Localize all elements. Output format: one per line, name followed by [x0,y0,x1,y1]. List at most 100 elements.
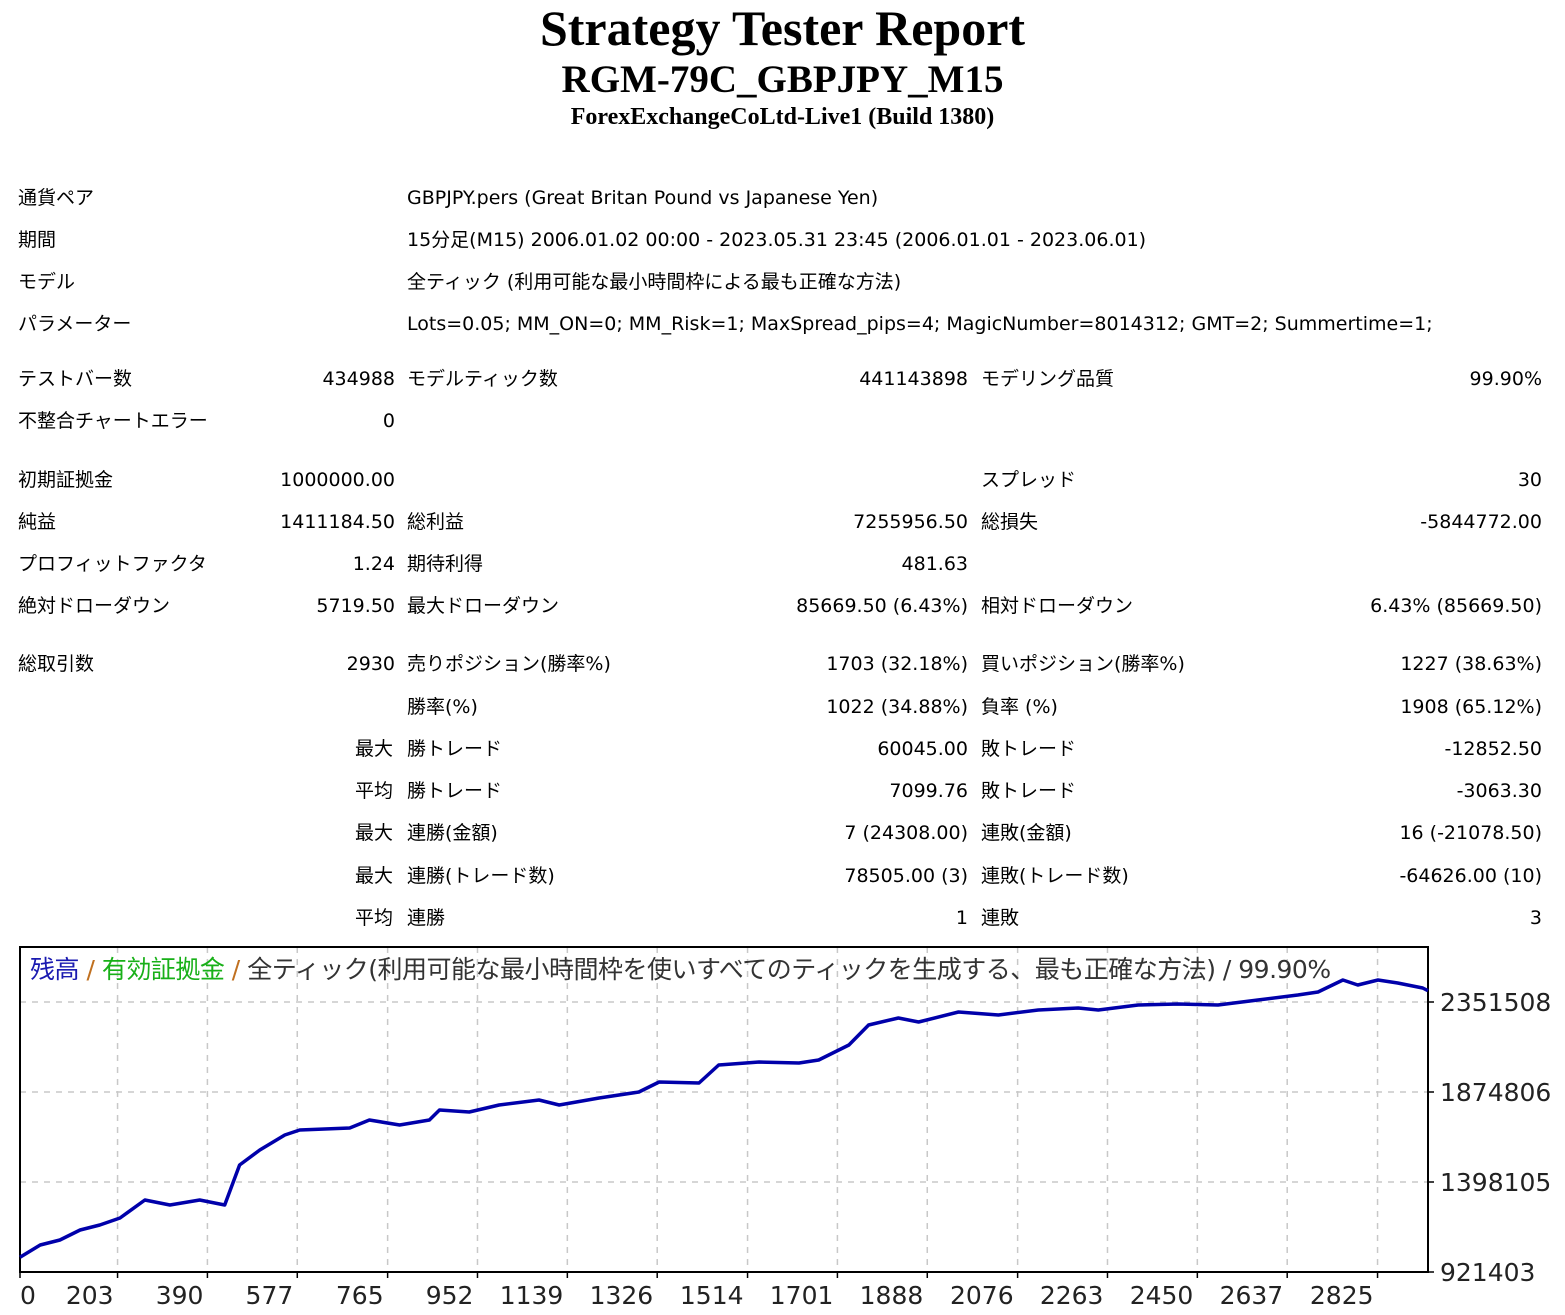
gross-loss-label: 総損失 [981,511,1039,533]
max-cons-profit-value: 78505.00 (3) [844,865,968,887]
info-row-symbol: 通貨ペア GBPJPY.pers (Great Britan Pound vs … [0,183,1565,213]
stats-row-pf: プロフィットファクタ 1.24 期待利得 481.63 [0,549,1565,579]
avg-cons-losses-label: 連敗 [981,907,1020,929]
pf-value: 1.24 [352,553,395,575]
stats-row-avg-consecutive: 平均 連勝 1 連敗 3 [0,903,1565,933]
legend-separator: / [224,955,248,984]
short-value: 1703 (32.18%) [826,653,968,675]
abs-dd-value: 5719.50 [316,595,395,617]
avg-loss-label: 敗トレード [981,780,1077,802]
max-cons-loss-label: 連敗(トレード数) [981,865,1129,887]
report-title: Strategy Tester Report [539,0,1026,56]
x-tick-label: 765 [336,1281,384,1310]
info-value: Lots=0.05; MM_ON=0; MM_Risk=1; MaxSpread… [407,313,1433,335]
bars-label: テストバー数 [18,368,133,390]
net-value: 1411184.50 [280,511,395,533]
avg-cons-losses-value: 3 [1529,907,1542,929]
gross-profit-label: 総利益 [407,511,465,533]
avg-loss-value: -3063.30 [1456,780,1542,802]
gross-profit-value: 7255956.50 [853,511,968,533]
net-label: 純益 [18,511,57,533]
stats-row-largest: 最大 勝トレード 60045.00 敗トレード -12852.50 [0,734,1565,764]
x-tick-label: 1514 [680,1281,744,1310]
short-label: 売りポジション(勝率%) [407,653,611,675]
quality-label: モデリング品質 [981,368,1115,390]
x-tick-label: 1326 [590,1281,654,1310]
avg-prefix: 平均 [355,780,394,802]
win-label: 勝率(%) [407,696,478,718]
max-cons-wins-value: 7 (24308.00) [844,822,968,844]
avg-cons-wins-label: 連勝 [407,907,446,929]
x-tick-label: 203 [66,1281,114,1310]
x-tick-label: 1139 [500,1281,564,1310]
info-value: 全ティック (利用可能な最小時間枠による最も正確な方法) [407,271,902,293]
info-label: 期間 [18,229,57,251]
info-value: GBPJPY.pers (Great Britan Pound vs Japan… [407,187,879,209]
x-tick-label: 1701 [770,1281,834,1310]
max-cons-losses-label: 連敗(金額) [981,822,1072,844]
avg-prefix: 平均 [355,907,394,929]
max-dd-value: 85669.50 (6.43%) [796,595,968,617]
avg-win-value: 7099.76 [889,780,968,802]
rel-dd-value: 6.43% (85669.50) [1370,595,1542,617]
stats-row-profit: 純益 1411184.50 総利益 7255956.50 総損失 -584477… [0,507,1565,537]
quality-value: 99.90% [1469,368,1542,390]
max-prefix: 最大 [355,822,394,844]
legend-balance: 残高 [30,955,80,984]
ticks-label: モデルティック数 [407,368,558,390]
balance-chart: 0 203 390 577 765 952 1139 1326 1514 1701 1888 2076… [19,946,1551,1310]
legend-separator: / [79,955,102,984]
y-tick-label: 2351508 [1440,988,1551,1017]
max-cons-profit-label: 連勝(トレード数) [407,865,555,887]
info-label: モデル [18,271,76,293]
spread-value: 30 [1517,469,1542,491]
mismatch-value: 0 [382,410,395,432]
x-tick-label: 952 [426,1281,474,1310]
x-tick-label: 2637 [1220,1281,1284,1310]
max-cons-losses-value: 16 (-21078.50) [1399,822,1542,844]
x-tick-label: 577 [246,1281,294,1310]
legend-equity: 有効証拠金 [101,955,225,984]
loss-value: 1908 (65.12%) [1400,696,1542,718]
y-tick-label: 1874806 [1440,1078,1551,1107]
pf-label: プロフィットファクタ [18,553,207,575]
stats-row-deposit: 初期証拠金 1000000.00 スプレッド 30 [0,465,1565,495]
legend-model: 全ティック(利用可能な最小時間枠を使いすべてのティックを生成する、最も正確な方法… [247,955,1331,984]
stats-row-mismatch: 不整合チャートエラー 0 [0,406,1565,436]
expected-label: 期待利得 [407,553,484,575]
chart-legend: 残高 / 有効証拠金 / 全ティック(利用可能な最小時間枠を使いすべてのティック… [30,953,1331,987]
max-prefix: 最大 [355,865,394,887]
x-tick-label: 390 [156,1281,204,1310]
mismatch-label: 不整合チャートエラー [18,410,208,432]
stats-row-bars: テストバー数 434988 モデルティック数 441143898 モデリング品質… [0,364,1565,394]
bars-value: 434988 [322,368,395,390]
info-row-model: モデル 全ティック (利用可能な最小時間枠による最も正確な方法) [0,267,1565,297]
avg-win-label: 勝トレード [407,780,503,802]
spread-label: スプレッド [981,469,1077,491]
y-tick-label: 921403 [1440,1258,1535,1287]
max-cons-loss-value: -64626.00 (10) [1399,865,1542,887]
stats-row-winrate: 勝率(%) 1022 (34.88%) 負率 (%) 1908 (65.12%) [0,692,1565,722]
gross-loss-value: -5844772.00 [1420,511,1542,533]
chart-frame [19,946,1429,1273]
ticks-value: 441143898 [859,368,968,390]
abs-dd-label: 絶対ドローダウン [18,595,171,617]
stats-row-max-consecutive-count: 最大 連勝(トレード数) 78505.00 (3) 連敗(トレード数) -646… [0,861,1565,891]
x-tick-label: 2263 [1040,1281,1104,1310]
expected-value: 481.63 [901,553,968,575]
stats-row-max-consecutive: 最大 連勝(金額) 7 (24308.00) 連敗(金額) 16 (-21078… [0,818,1565,848]
long-value: 1227 (38.63%) [1400,653,1542,675]
x-tick-label: 2076 [950,1281,1014,1310]
stats-row-average: 平均 勝トレード 7099.76 敗トレード -3063.30 [0,776,1565,806]
stats-row-trades: 総取引数 2930 売りポジション(勝率%) 1703 (32.18%) 買いポ… [0,649,1565,679]
trades-value: 2930 [346,653,395,675]
deposit-value: 1000000.00 [280,469,395,491]
y-tick-label: 1398105 [1440,1168,1551,1197]
stats-row-drawdown: 絶対ドローダウン 5719.50 最大ドローダウン 85669.50 (6.43… [0,591,1565,621]
server-build: ForexExchangeCoLtd-Live1 (Build 1380) [570,104,995,130]
max-dd-label: 最大ドローダウン [407,595,560,617]
report-subtitle: RGM-79C_GBPJPY_M15 [561,58,1004,101]
x-tick-label: 2450 [1130,1281,1194,1310]
info-label: 通貨ペア [18,187,95,209]
info-value: 15分足(M15) 2006.01.02 00:00 - 2023.05.31 … [407,229,1147,251]
